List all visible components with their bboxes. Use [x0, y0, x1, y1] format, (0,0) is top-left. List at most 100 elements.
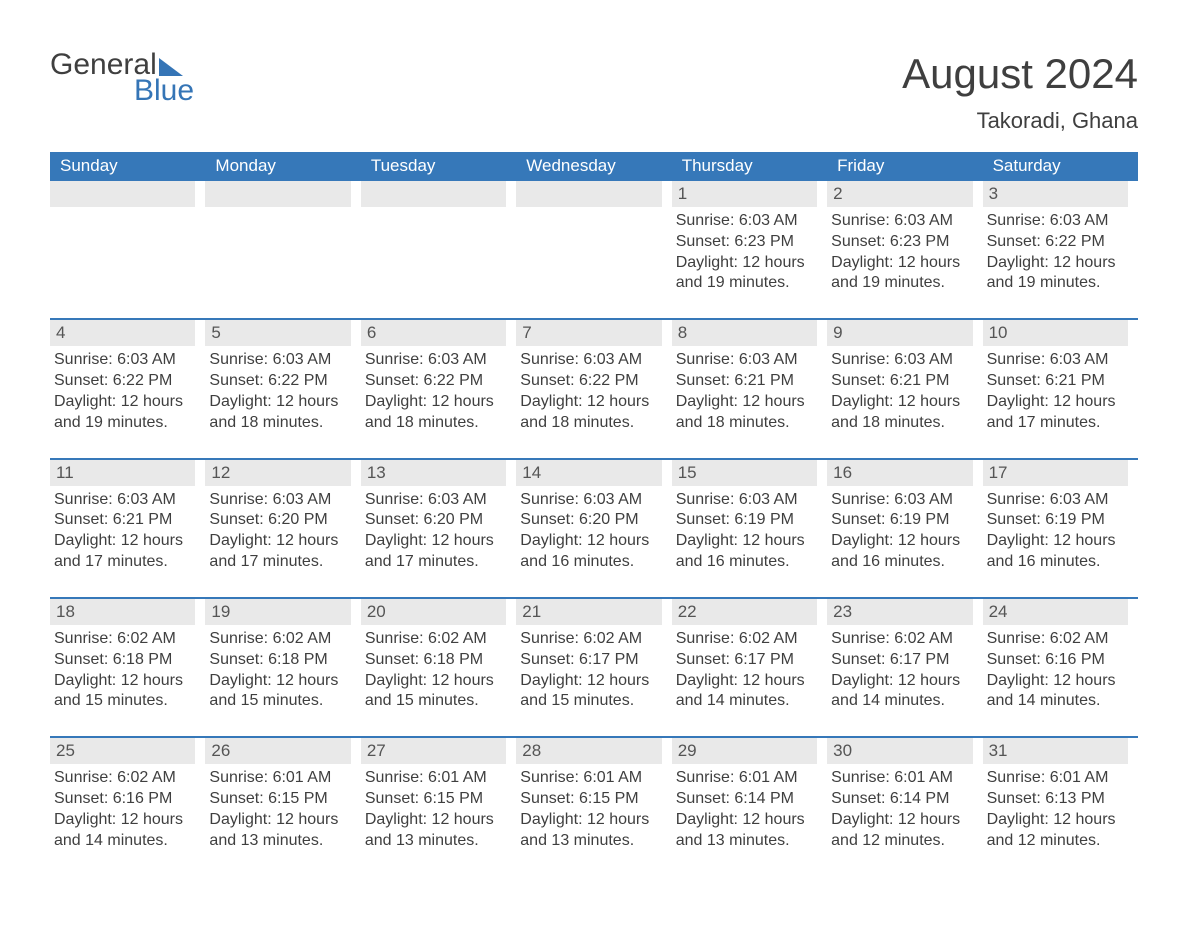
day-cell: 2Sunrise: 6:03 AMSunset: 6:23 PMDaylight… — [827, 181, 982, 318]
daylight-line: Daylight: 12 hours and 13 minutes. — [365, 810, 506, 852]
sunset-line: Sunset: 6:21 PM — [54, 510, 195, 531]
sunrise-line: Sunrise: 6:01 AM — [365, 768, 506, 789]
day-cell: 27Sunrise: 6:01 AMSunset: 6:15 PMDayligh… — [361, 738, 516, 875]
day-number: 25 — [50, 738, 195, 764]
day-cell: 10Sunrise: 6:03 AMSunset: 6:21 PMDayligh… — [983, 320, 1138, 457]
sunset-line: Sunset: 6:23 PM — [831, 232, 972, 253]
week-row: 1Sunrise: 6:03 AMSunset: 6:23 PMDaylight… — [50, 181, 1138, 318]
dow-cell: Tuesday — [361, 152, 516, 181]
week-row: 11Sunrise: 6:03 AMSunset: 6:21 PMDayligh… — [50, 458, 1138, 597]
day-details: Sunrise: 6:02 AMSunset: 6:18 PMDaylight:… — [361, 629, 506, 712]
daylight-line: Daylight: 12 hours and 17 minutes. — [54, 531, 195, 573]
day-cell: 11 Sunrise: 6:03 AMSunset: 6:21 PMDayligh… — [50, 460, 205, 597]
day-number: 22 — [672, 599, 817, 625]
sunrise-line: Sunrise: 6:02 AM — [209, 629, 350, 650]
calendar: SundayMondayTuesdayWednesdayThursdayFrid… — [50, 152, 1138, 875]
day-number: 9 — [827, 320, 972, 346]
day-cell: 17Sunrise: 6:03 AMSunset: 6:19 PMDayligh… — [983, 460, 1138, 597]
day-details: Sunrise: 6:03 AMSunset: 6:19 PMDaylight:… — [827, 490, 972, 573]
day-details: Sunrise: 6:03 AMSunset: 6:19 PMDaylight:… — [672, 490, 817, 573]
sunrise-line: Sunrise: 6:01 AM — [209, 768, 350, 789]
day-cell: 5Sunrise: 6:03 AMSunset: 6:22 PMDaylight… — [205, 320, 360, 457]
sunrise-line: Sunrise: 6:01 AM — [831, 768, 972, 789]
daylight-line: Daylight: 12 hours and 19 minutes. — [987, 253, 1128, 295]
sunrise-line: Sunrise: 6:03 AM — [520, 490, 661, 511]
day-details: Sunrise: 6:02 AMSunset: 6:18 PMDaylight:… — [205, 629, 350, 712]
sunset-line: Sunset: 6:21 PM — [987, 371, 1128, 392]
day-details: Sunrise: 6:02 AMSunset: 6:17 PMDaylight:… — [672, 629, 817, 712]
daylight-line: Daylight: 12 hours and 14 minutes. — [987, 671, 1128, 713]
month-title: August 2024 — [902, 50, 1138, 98]
day-cell: 12Sunrise: 6:03 AMSunset: 6:20 PMDayligh… — [205, 460, 360, 597]
daylight-line: Daylight: 12 hours and 18 minutes. — [831, 392, 972, 434]
day-details: Sunrise: 6:03 AMSunset: 6:22 PMDaylight:… — [205, 350, 350, 433]
day-cell: 16Sunrise: 6:03 AMSunset: 6:19 PMDayligh… — [827, 460, 982, 597]
daylight-line: Daylight: 12 hours and 17 minutes. — [365, 531, 506, 573]
sunset-line: Sunset: 6:23 PM — [676, 232, 817, 253]
sunset-line: Sunset: 6:18 PM — [54, 650, 195, 671]
day-details: Sunrise: 6:03 AMSunset: 6:22 PMDaylight:… — [983, 211, 1128, 294]
dow-cell: Monday — [205, 152, 360, 181]
sunset-line: Sunset: 6:19 PM — [831, 510, 972, 531]
day-details: Sunrise: 6:03 AMSunset: 6:22 PMDaylight:… — [516, 350, 661, 433]
day-details: Sunrise: 6:03 AMSunset: 6:21 PMDaylight:… — [672, 350, 817, 433]
daylight-line: Daylight: 12 hours and 19 minutes. — [54, 392, 195, 434]
sunset-line: Sunset: 6:16 PM — [54, 789, 195, 810]
week-row: 25 Sunrise: 6:02 AMSunset: 6:16 PM Dayligh… — [50, 736, 1138, 875]
day-cell: 31 Sunrise: 6:01 AMSunset: 6:13 PMDayligh… — [983, 738, 1138, 875]
day-number: 20 — [361, 599, 506, 625]
day-number: 14 — [516, 460, 661, 486]
sunrise-line: Sunrise: 6:03 AM — [831, 211, 972, 232]
day-details: Sunrise: 6:01 AMSunset: 6:14 PMDaylight:… — [827, 768, 972, 851]
day-cell: 1Sunrise: 6:03 AMSunset: 6:23 PMDaylight… — [672, 181, 827, 318]
daylight-line: Daylight: 12 hours and 16 minutes. — [987, 531, 1128, 573]
sunset-line: Sunset: 6:17 PM — [676, 650, 817, 671]
dow-cell: Thursday — [672, 152, 827, 181]
empty-cell — [50, 181, 205, 318]
daylight-line: Daylight: 12 hours and 16 minutes. — [520, 531, 661, 573]
sunrise-line: Sunrise: 6:02 AM — [54, 768, 195, 789]
sunset-line: Sunset: 6:14 PM — [676, 789, 817, 810]
day-cell: 4Sunrise: 6:03 AMSunset: 6:22 PMDaylight… — [50, 320, 205, 457]
day-details: Sunrise: 6:02 AMSunset: 6:18 PMDaylight:… — [50, 629, 195, 712]
sunrise-line: Sunrise: 6:03 AM — [54, 490, 195, 511]
sunset-line: Sunset: 6:22 PM — [54, 371, 195, 392]
daylight-line: Daylight: 12 hours and 16 minutes. — [676, 531, 817, 573]
day-number: 12 — [205, 460, 350, 486]
day-number: 13 — [361, 460, 506, 486]
sunrise-line: Sunrise: 6:03 AM — [987, 350, 1128, 371]
sunrise-line: Sunrise: 6:02 AM — [520, 629, 661, 650]
daylight-line: Daylight: 12 hours and 19 minutes. — [831, 253, 972, 295]
day-details: Sunrise: 6:01 AMSunset: 6:13 PMDaylight:… — [983, 768, 1128, 851]
day-number: 21 — [516, 599, 661, 625]
day-details: Sunrise: 6:01 AMSunset: 6:14 PMDaylight:… — [672, 768, 817, 851]
sunset-line: Sunset: 6:20 PM — [365, 510, 506, 531]
day-of-week-header: SundayMondayTuesdayWednesdayThursdayFrid… — [50, 152, 1138, 181]
day-details: Sunrise: 6:03 AMSunset: 6:21 PMDaylight:… — [50, 490, 195, 573]
day-number: 19 — [205, 599, 350, 625]
sunrise-line: Sunrise: 6:03 AM — [676, 211, 817, 232]
empty-day-bar — [205, 181, 350, 207]
day-cell: 25Sunrise: 6:02 AMSunset: 6:16 PMDayligh… — [50, 738, 205, 875]
daylight-line: Daylight: 12 hours and 15 minutes. — [54, 671, 195, 713]
day-cell: 13Sunrise: 6:03 AMSunset: 6:20 PMDayligh… — [361, 460, 516, 597]
day-details: Sunrise: 6:01 AMSunset: 6:15 PMDaylight:… — [205, 768, 350, 851]
day-details: Sunrise: 6:03 AMSunset: 6:20 PMDaylight:… — [516, 490, 661, 573]
day-number: 4 — [50, 320, 195, 346]
sunrise-line: Sunrise: 6:03 AM — [831, 350, 972, 371]
day-number: 11 — [50, 460, 195, 486]
sunrise-line: Sunrise: 6:03 AM — [365, 350, 506, 371]
day-details: Sunrise: 6:03 AMSunset: 6:23 PMDaylight:… — [672, 211, 817, 294]
sunset-line: Sunset: 6:17 PM — [831, 650, 972, 671]
sunrise-line: Sunrise: 6:02 AM — [987, 629, 1128, 650]
page-header: General Blue August 2024 Takoradi, Ghana — [50, 50, 1138, 134]
dow-cell: Wednesday — [516, 152, 671, 181]
sunrise-line: Sunrise: 6:02 AM — [365, 629, 506, 650]
day-number: 31 — [983, 738, 1128, 764]
sunrise-line: Sunrise: 6:03 AM — [831, 490, 972, 511]
daylight-line: Daylight: 12 hours and 14 minutes. — [831, 671, 972, 713]
day-cell: 3Sunrise: 6:03 AMSunset: 6:22 PMDaylight… — [983, 181, 1138, 318]
day-cell: 23Sunrise: 6:02 AMSunset: 6:17 PMDayligh… — [827, 599, 982, 736]
sunset-line: Sunset: 6:15 PM — [209, 789, 350, 810]
day-cell: 19 Sunrise: 6:02 AMSunset: 6:18 PMDayligh… — [205, 599, 360, 736]
